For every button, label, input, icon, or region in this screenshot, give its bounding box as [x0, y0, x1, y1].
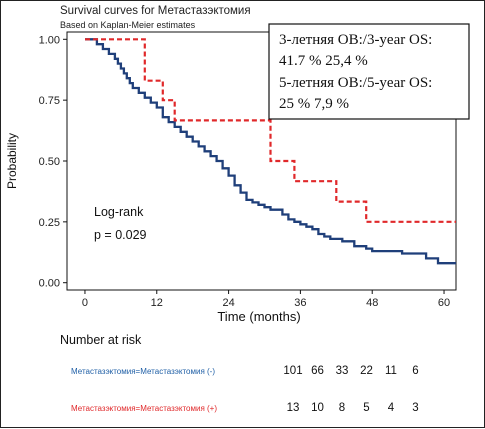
x-axis-label: Time (months): [217, 309, 300, 324]
x-tick-label: 36: [294, 297, 306, 309]
x-tick-label: 0: [82, 297, 88, 309]
risk-count: 13: [287, 402, 300, 414]
survival-curve-with-metastasectomy: [85, 38, 456, 223]
risk-table-title: Number at risk: [60, 333, 142, 347]
x-tick-label: 24: [222, 297, 234, 309]
y-tick-label: 0.50: [39, 156, 60, 168]
risk-count: 8: [339, 402, 345, 414]
risk-count: 6: [412, 365, 418, 377]
risk-count: 3: [412, 402, 418, 414]
risk-count: 11: [385, 365, 397, 377]
y-axis-label: Probability: [5, 133, 19, 189]
x-axis: 0 12 24 36 48 60: [82, 290, 450, 309]
p-value-label: p = 0.029: [94, 228, 147, 242]
x-tick-label: 60: [438, 297, 450, 309]
y-tick-label: 0.00: [39, 278, 60, 290]
survival-curve-without-metastasectomy: [85, 38, 456, 265]
survival-box-frame: [268, 23, 470, 120]
survival-box-line-3: 5-летняя ОВ:/5-year OS:: [279, 75, 432, 91]
risk-count: 4: [388, 402, 395, 414]
x-tick-label: 48: [366, 297, 378, 309]
y-tick-label: 0.75: [39, 95, 60, 107]
y-tick-label: 0.25: [39, 217, 60, 229]
risk-row-label: Метастазэктомия=Метастазэктомия (-): [71, 367, 215, 376]
risk-count: 33: [336, 365, 349, 377]
logrank-label: Log-rank: [94, 205, 144, 219]
risk-table: Метастазэктомия=Метастазэктомия (-) 101 66…: [71, 365, 419, 414]
chart-title: Survival curves for Метастазэктомия: [60, 5, 251, 17]
survival-box-line-4: 25 % 7,9 %: [279, 96, 349, 112]
risk-row-label: Метастазэктомия=Метастазэктомия (+): [71, 404, 217, 413]
risk-count: 101: [283, 365, 302, 377]
survival-box: 3-летняя ОВ:/3-year OS: 41.7 % 25,4 % 5-…: [268, 23, 470, 120]
series-group: [85, 38, 456, 265]
y-tick-label: 1.00: [39, 34, 60, 46]
risk-count: 66: [311, 365, 324, 377]
risk-count: 5: [363, 402, 369, 414]
survival-box-line-1: 3-летняя ОВ:/3-year OS:: [279, 32, 432, 48]
risk-count: 22: [360, 365, 373, 377]
survival-box-line-2: 41.7 % 25,4 %: [279, 53, 368, 69]
risk-count: 10: [311, 402, 324, 414]
chart-subtitle: Based on Kaplan-Meier estimates: [60, 20, 196, 30]
y-axis: 0.00 0.25 0.50 0.75 1.00: [39, 34, 67, 290]
x-tick-label: 12: [151, 297, 163, 309]
